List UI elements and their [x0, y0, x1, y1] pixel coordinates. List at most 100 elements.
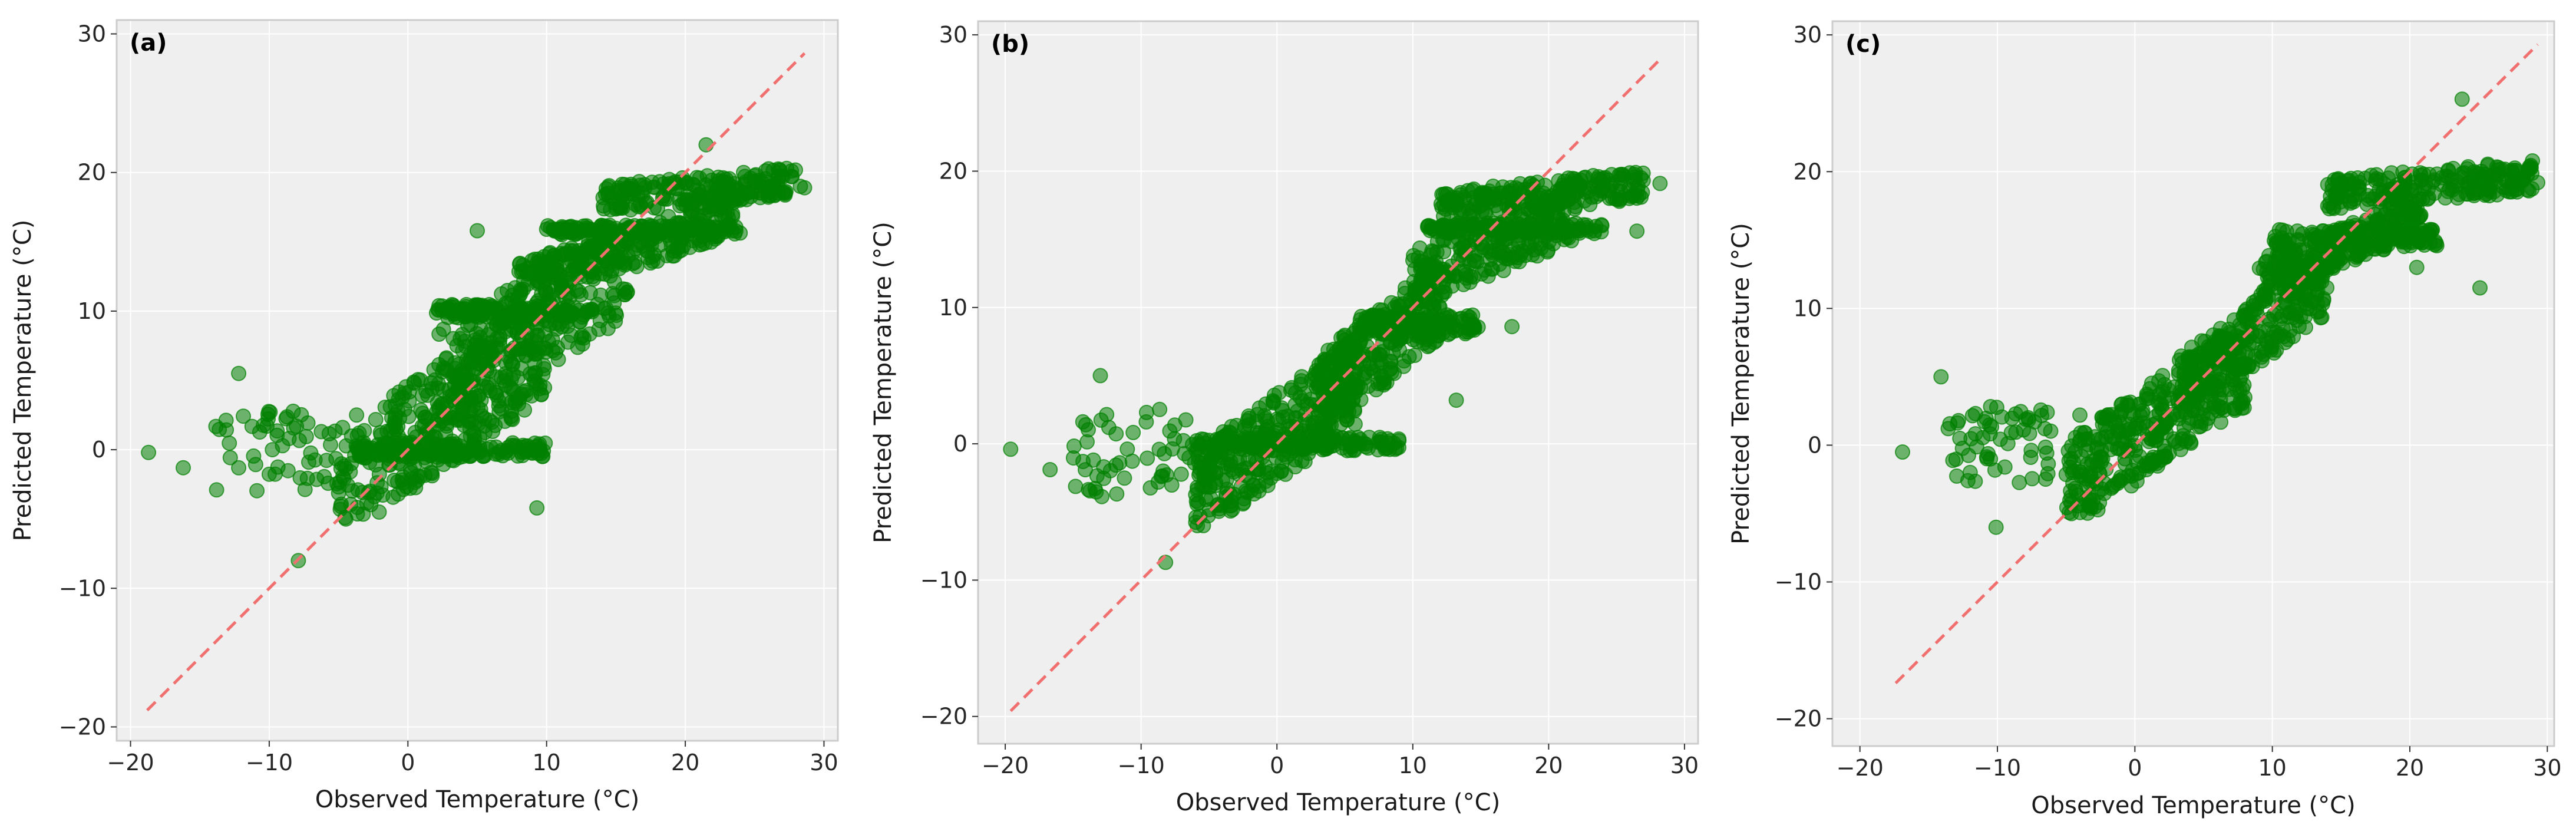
scatter-point: [619, 285, 635, 301]
scatter-point: [537, 436, 553, 451]
scatter-point: [1630, 182, 1646, 198]
scatter-point: [2409, 230, 2425, 246]
scatter-point: [1373, 365, 1389, 381]
scatter-point: [1093, 412, 1109, 428]
scatter-point: [702, 220, 718, 236]
scatter-point: [1266, 395, 1282, 411]
scatter-point: [2191, 419, 2207, 435]
y-tick-label: 20: [78, 160, 106, 186]
scatter-point: [1474, 266, 1490, 282]
x-tick-label: −10: [1118, 753, 1165, 778]
y-tick-label: 0: [1808, 432, 1822, 458]
scatter-point: [1239, 433, 1254, 449]
scatter-point: [2092, 494, 2108, 510]
y-tick-label: 10: [78, 298, 106, 324]
scatter-point: [2012, 474, 2027, 490]
x-tick-label: 10: [533, 750, 561, 776]
scatter-point: [2040, 456, 2056, 472]
scatter-point: [1577, 193, 1593, 209]
y-axis-label: Predicted Temperature (°C): [870, 222, 897, 543]
scatter-point: [424, 468, 440, 484]
scatter-point: [1604, 190, 1620, 206]
scatter-point: [2272, 238, 2287, 254]
scatter-point: [371, 504, 387, 520]
scatter-point: [717, 224, 733, 240]
scatter-point: [2525, 153, 2541, 169]
scatter-point: [1635, 165, 1651, 181]
scatter-point: [2199, 380, 2215, 395]
scatter-point: [1895, 444, 1910, 460]
scatter-point: [547, 223, 563, 239]
scatter-point: [2352, 187, 2367, 203]
scatter-point: [265, 442, 280, 458]
scatter-point: [2396, 239, 2412, 255]
scatter-point: [435, 404, 451, 420]
scatter-point: [2138, 418, 2154, 434]
x-tick-label: 30: [2533, 755, 2561, 781]
scatter-point: [1540, 242, 1556, 258]
scatter-point: [1157, 446, 1173, 461]
scatter-point: [2185, 363, 2201, 379]
scatter-point: [1112, 455, 1128, 471]
scatter-point: [1198, 479, 1213, 495]
scatter-point: [1540, 217, 1555, 233]
scatter-point: [1652, 176, 1668, 192]
y-tick-label: 20: [1794, 159, 1822, 184]
scatter-point: [222, 436, 237, 451]
scatter-point: [2156, 377, 2172, 392]
scatter-point: [1042, 462, 1058, 477]
scatter-point: [313, 424, 329, 440]
scatter-point: [1294, 369, 1310, 385]
scatter-point: [2008, 424, 2024, 440]
scatter-point: [610, 180, 626, 196]
scatter-point: [1414, 293, 1429, 309]
scatter-point: [1284, 380, 1300, 395]
scatter-point: [412, 446, 428, 461]
scatter-point: [387, 473, 402, 488]
scatter-point: [1320, 342, 1336, 358]
scatter-point: [261, 466, 277, 482]
scatter-point: [451, 393, 467, 409]
scatter-point: [2078, 425, 2093, 441]
y-tick-label: 30: [1794, 22, 1822, 48]
panel-label: (c): [1845, 31, 1881, 58]
x-tick-label: 20: [2396, 755, 2424, 781]
scatter-point: [1089, 468, 1105, 484]
scatter-point: [1555, 182, 1571, 197]
scatter-point: [1945, 453, 1961, 469]
scatter-point: [297, 481, 313, 497]
scatter-point: [1178, 412, 1194, 428]
scatter-point: [2269, 265, 2285, 281]
scatter-point: [369, 475, 385, 491]
scatter-point: [2369, 167, 2385, 183]
scatter-point: [2323, 226, 2339, 242]
scatter-point: [247, 457, 263, 473]
scatter-series: [141, 137, 813, 569]
scatter-point: [1629, 223, 1645, 239]
scatter-point: [353, 442, 368, 458]
scatter-point: [1336, 329, 1352, 345]
scatter-point: [543, 308, 559, 324]
scatter-point: [445, 306, 461, 322]
scatter-point: [2043, 423, 2059, 439]
x-axis-label: Observed Temperature (°C): [2031, 792, 2355, 819]
scatter-point: [1978, 410, 1994, 426]
scatter-point: [1411, 250, 1426, 266]
scatter-point: [1933, 369, 1949, 385]
panel-b: −20 −10 0 10 20 30 −20 −10 0 10 20 30 Observed Tempe…: [870, 20, 1699, 816]
scatter-point: [2340, 172, 2356, 188]
scatter-point: [498, 444, 513, 460]
scatter-point: [435, 364, 451, 380]
scatter-point: [385, 489, 401, 505]
scatter-point: [643, 255, 659, 271]
scatter-point: [2383, 165, 2399, 181]
scatter-point: [1992, 431, 2008, 447]
scatter-point: [1950, 415, 1966, 431]
scatter-point: [2335, 255, 2351, 271]
scatter-point: [406, 374, 422, 390]
scatter-point: [1444, 258, 1459, 274]
scatter-point: [2102, 411, 2118, 427]
x-tick-label: −10: [1974, 755, 2021, 781]
scatter-point: [680, 192, 696, 208]
panel-label: (b): [991, 31, 1029, 58]
